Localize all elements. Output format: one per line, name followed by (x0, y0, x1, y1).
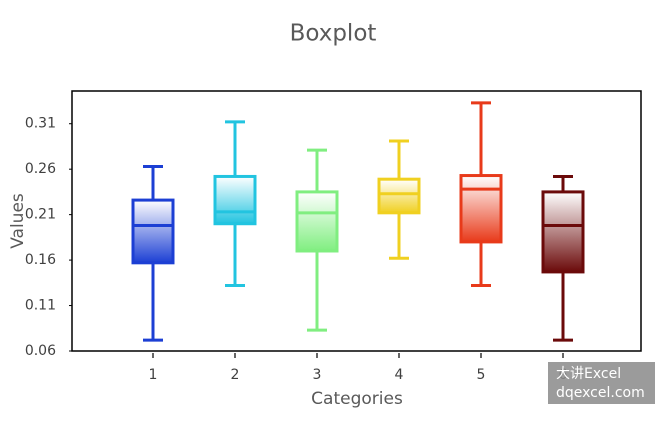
chart-title: Boxplot (290, 21, 377, 47)
y-tick-label: 0.06 (25, 343, 56, 359)
y-axis-label: Values (8, 193, 28, 249)
box (377, 177, 421, 215)
y-tick-label: 0.16 (25, 252, 56, 268)
box (541, 190, 585, 274)
watermark: 大讲Excel (556, 366, 621, 382)
y-tick-label: 0.21 (25, 207, 56, 223)
x-tick-label: 3 (313, 367, 322, 383)
box (213, 174, 257, 226)
watermark: dqexcel.com (556, 385, 645, 401)
x-tick-label: 2 (231, 367, 240, 383)
box (295, 190, 339, 253)
box (459, 174, 503, 244)
x-tick-label: 4 (395, 367, 404, 383)
y-tick-label: 0.26 (25, 161, 56, 177)
x-tick-label: 1 (149, 367, 158, 383)
y-tick-label: 0.11 (25, 298, 56, 314)
x-axis-label: Categories (311, 389, 403, 409)
x-tick-label: 5 (477, 367, 486, 383)
watermark-box (548, 362, 655, 404)
y-tick-label: 0.31 (25, 116, 56, 132)
plot-frame (71, 90, 642, 352)
box (131, 198, 175, 265)
